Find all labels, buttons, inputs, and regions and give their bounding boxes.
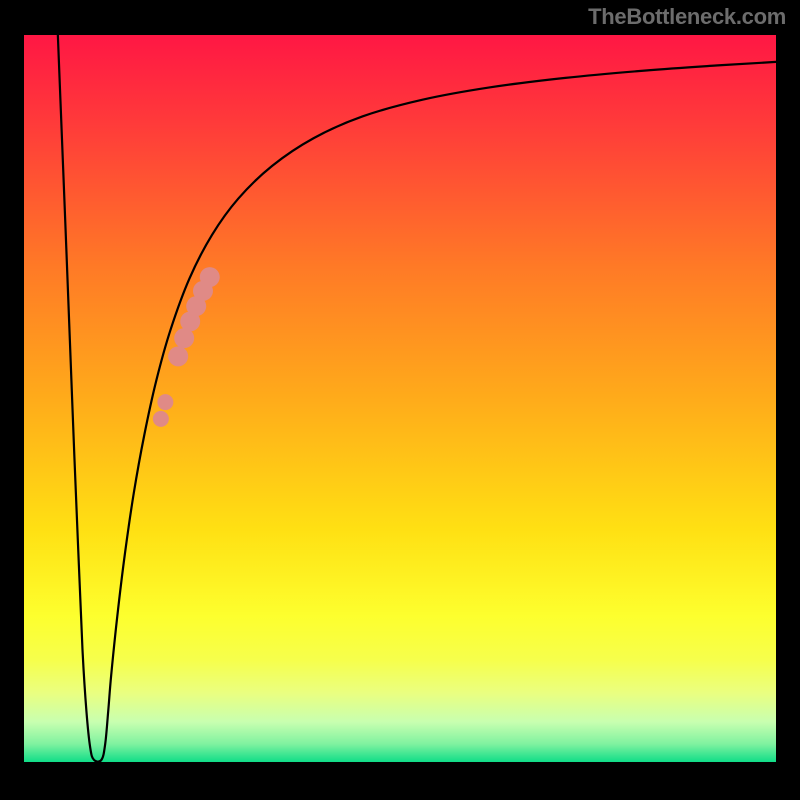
chart-container: TheBottleneck.com (0, 0, 800, 800)
marker-dot (153, 411, 169, 427)
marker-dot (157, 394, 173, 410)
marker-dot (200, 267, 220, 287)
chart-svg (0, 0, 800, 800)
watermark-label: TheBottleneck.com (588, 4, 786, 30)
marker-dot (168, 346, 188, 366)
chart-plot-area (24, 35, 776, 762)
